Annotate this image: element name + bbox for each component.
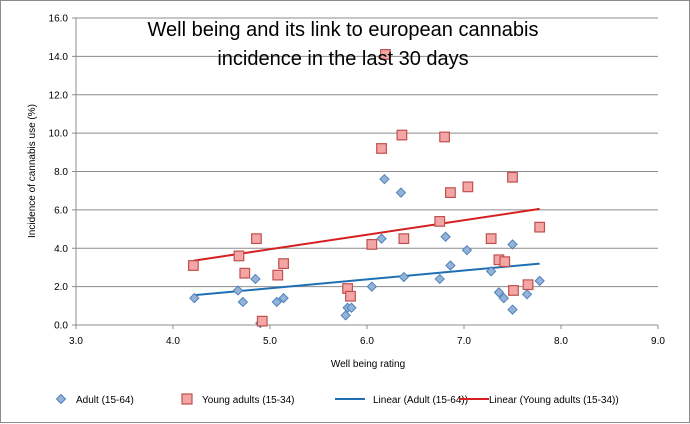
- data-point-adult: [232, 285, 244, 296]
- data-point-young-adult: [345, 290, 356, 302]
- data-point-young-adult: [398, 233, 410, 245]
- x-axis-title: Well being rating: [331, 359, 405, 370]
- data-point-adult: [366, 281, 378, 292]
- data-point-adult: [379, 173, 390, 185]
- data-point-adult: [461, 244, 473, 256]
- data-point-young-adult: [485, 233, 497, 245]
- y-tick-label: 6.0: [54, 205, 68, 216]
- legend-label: Linear (Young adults (15-34)): [489, 395, 619, 406]
- data-point-adult: [398, 271, 410, 283]
- y-tick-label: 14.0: [49, 52, 69, 63]
- x-tick-label: 9.0: [651, 336, 665, 347]
- data-point-young-adult: [462, 181, 474, 193]
- y-tick-label: 16.0: [49, 14, 69, 25]
- data-point-young-adult: [522, 279, 534, 291]
- axis-layer: 0.0 2.0 4.0 6.0 8.0 10.0 12.0 14.0 16.0 3.0 4.0 5.0…: [49, 14, 666, 348]
- y-tick-label: 2.0: [54, 282, 68, 293]
- x-tick-label: 5.0: [263, 336, 277, 347]
- data-point-adult: [340, 310, 351, 321]
- y-tick-label: 0.0: [54, 321, 68, 332]
- data-point-young-adult: [508, 285, 519, 296]
- x-tick-label: 7.0: [457, 336, 471, 347]
- data-point-young-adult: [366, 239, 378, 250]
- data-point-adult: [237, 296, 249, 308]
- legend-swatch-diamond: [55, 393, 67, 405]
- data-point-adult: [346, 302, 357, 313]
- data-point-young-adult: [434, 215, 446, 227]
- x-tick-label: 6.0: [360, 336, 374, 347]
- data-point-young-adult: [251, 233, 262, 245]
- y-tick-label: 4.0: [54, 244, 68, 255]
- trendline: [193, 262, 540, 297]
- data-point-adult: [445, 260, 456, 271]
- data-point-adult: [434, 273, 445, 285]
- trendline-layer: [193, 207, 540, 297]
- data-point-adult: [485, 266, 497, 277]
- chart-title-line-1: Well being and its link to european cann…: [148, 19, 539, 41]
- grid-layer: [76, 17, 658, 288]
- data-point-adult: [250, 273, 261, 285]
- y-axis-title: Incidence of cannabis use (%): [27, 104, 38, 238]
- data-point-adult: [534, 275, 545, 287]
- data-point-young-adult: [534, 221, 546, 233]
- data-point-adult: [493, 287, 505, 298]
- legend-swatch-square: [181, 393, 193, 405]
- data-point-young-adult: [499, 256, 511, 268]
- trendline: [193, 207, 540, 262]
- y-tick-label: 12.0: [49, 90, 69, 101]
- x-tick-label: 4.0: [166, 336, 180, 347]
- legend: Adult (15-64) Young adults (15-34) Linear …: [55, 393, 619, 406]
- legend-label: Linear (Adult (15-64)): [373, 395, 468, 406]
- data-point-adult: [507, 239, 518, 250]
- data-point-young-adult: [187, 260, 199, 271]
- data-point-adult: [278, 292, 289, 304]
- data-point-adult: [521, 289, 533, 300]
- data-point-adult: [507, 304, 518, 315]
- data-point-young-adult: [256, 315, 268, 327]
- data-point-young-adult: [239, 267, 251, 279]
- data-point-adult: [395, 187, 407, 198]
- x-tick-label: 3.0: [69, 336, 83, 347]
- y-tick-label: 10.0: [49, 129, 69, 140]
- data-point-adult: [440, 231, 451, 242]
- data-point-young-adult: [376, 143, 387, 154]
- data-point-young-adult: [233, 250, 245, 262]
- data-point-adult: [189, 292, 200, 304]
- data-point-adult: [498, 292, 509, 304]
- legend-label: Adult (15-64): [76, 395, 134, 406]
- data-point-young-adult: [272, 269, 284, 281]
- points-layer: [187, 49, 546, 329]
- data-point-young-adult: [380, 49, 391, 60]
- data-point-young-adult: [445, 187, 456, 199]
- data-point-adult: [376, 233, 387, 244]
- data-point-adult: [271, 296, 282, 308]
- chart-title-line-2: incidence in the last 30 days: [217, 48, 468, 70]
- x-tick-label: 8.0: [554, 336, 568, 347]
- data-point-young-adult: [396, 129, 408, 141]
- y-tick-label: 8.0: [54, 167, 68, 178]
- legend-label: Young adults (15-34): [202, 395, 294, 406]
- data-point-young-adult: [507, 171, 518, 183]
- data-point-young-adult: [439, 131, 450, 143]
- data-point-young-adult: [278, 258, 289, 269]
